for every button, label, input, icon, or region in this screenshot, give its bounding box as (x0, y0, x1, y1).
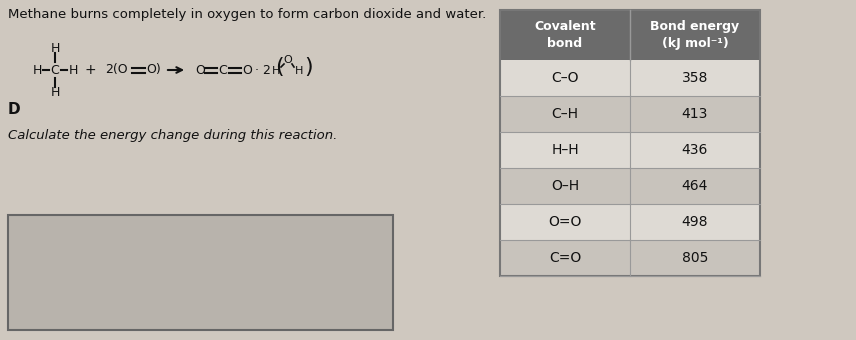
Text: H: H (294, 66, 303, 76)
Bar (500, 204, 760, 240)
Text: O): O) (146, 64, 161, 76)
Bar (500, 240, 760, 276)
Text: H: H (33, 64, 42, 76)
Text: H: H (51, 41, 60, 54)
Text: 413: 413 (682, 107, 708, 121)
Bar (8, 215, 393, 330)
Text: Methane burns completely in oxygen to form carbon dioxide and water.: Methane burns completely in oxygen to fo… (8, 8, 486, 21)
Text: Calculate the energy change during this reaction.: Calculate the energy change during this … (8, 129, 337, 141)
Bar (500, 132, 760, 168)
Text: Covalent
bond: Covalent bond (534, 20, 596, 50)
Text: 805: 805 (682, 251, 708, 265)
Text: O=O: O=O (549, 215, 582, 229)
Text: O: O (195, 64, 205, 76)
Bar (500, 10, 760, 60)
Text: ): ) (304, 57, 312, 77)
Text: H–H: H–H (551, 143, 579, 157)
Text: D: D (8, 102, 21, 118)
Text: H: H (68, 64, 78, 76)
Text: 464: 464 (682, 179, 708, 193)
Text: O–H: O–H (551, 179, 579, 193)
Text: Bond energy
(kJ mol⁻¹): Bond energy (kJ mol⁻¹) (651, 20, 740, 50)
Text: 2(O: 2(O (105, 64, 128, 76)
Text: H: H (51, 85, 60, 99)
Text: 498: 498 (681, 215, 708, 229)
Text: C–O: C–O (551, 71, 579, 85)
Text: C: C (51, 64, 59, 76)
Text: C=O: C=O (549, 251, 581, 265)
Text: O: O (283, 55, 293, 65)
Text: C: C (218, 64, 227, 76)
Text: C–H: C–H (551, 107, 579, 121)
Text: +: + (84, 63, 96, 77)
Bar (500, 10, 760, 276)
Text: 436: 436 (682, 143, 708, 157)
Bar (500, 96, 760, 132)
Text: H: H (272, 66, 280, 76)
Text: O: O (242, 64, 252, 76)
Bar (500, 60, 760, 96)
Bar (500, 168, 760, 204)
Text: 358: 358 (682, 71, 708, 85)
Text: · 2: · 2 (255, 64, 270, 76)
Text: (: ( (275, 57, 283, 77)
